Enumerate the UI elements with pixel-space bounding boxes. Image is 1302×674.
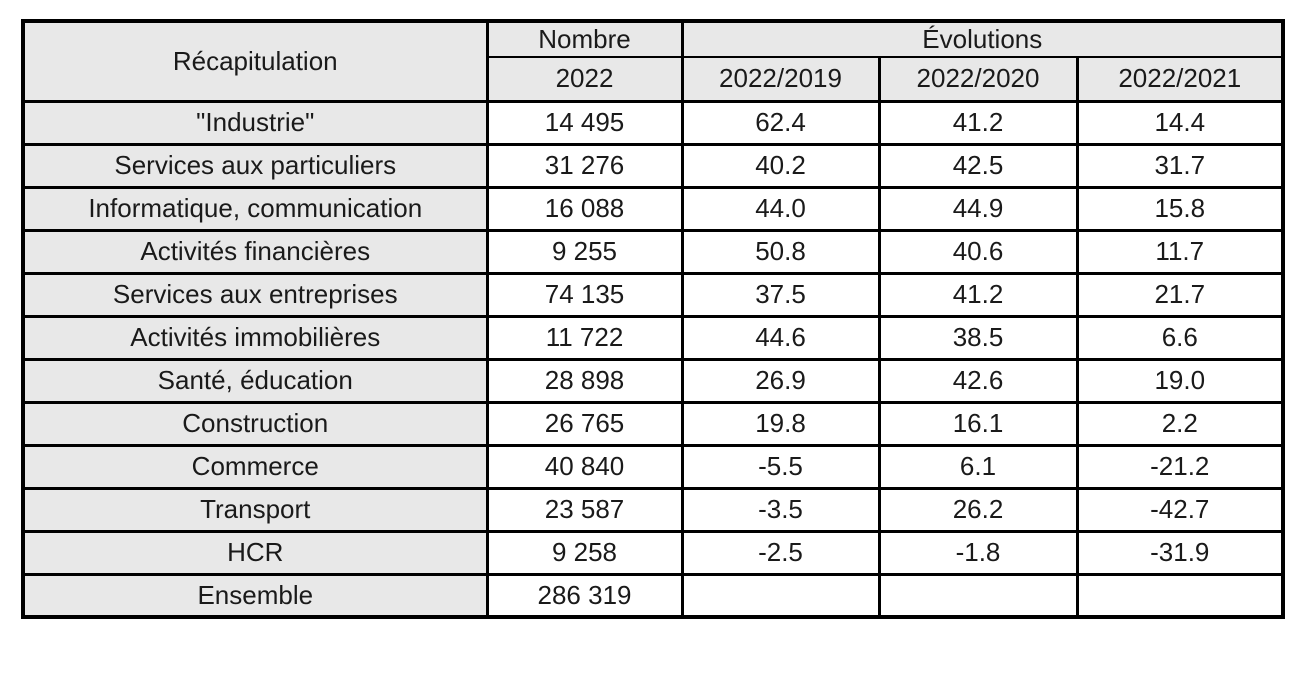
nombre-value: 31 276 <box>485 142 684 189</box>
nombre-value: 9 255 <box>485 228 684 275</box>
row-label: Construction <box>21 400 489 447</box>
evolution-value: 40.6 <box>877 228 1079 275</box>
header-evolution-2022-2019: 2022/2019 <box>680 56 881 103</box>
evolution-value: 31.7 <box>1075 142 1285 189</box>
nombre-value: 14 495 <box>485 99 684 146</box>
evolution-value: 19.0 <box>1075 357 1285 404</box>
evolution-value: 44.0 <box>680 185 881 232</box>
evolution-value: -2.5 <box>680 529 881 576</box>
header-nombre-year: 2022 <box>485 56 684 103</box>
evolution-value: -31.9 <box>1075 529 1285 576</box>
row-label: Activités financières <box>21 228 489 275</box>
table-body: "Industrie" 14 495 62.4 41.2 14.4 Services au… <box>21 99 1285 619</box>
header-evolution-2022-2020: 2022/2020 <box>877 56 1079 103</box>
row-label: Ensemble <box>21 572 489 619</box>
row-label: HCR <box>21 529 489 576</box>
evolution-value: 41.2 <box>877 271 1079 318</box>
evolution-value: -21.2 <box>1075 443 1285 490</box>
nombre-value: 23 587 <box>485 486 684 533</box>
evolution-value: 26.2 <box>877 486 1079 533</box>
table-row: Commerce 40 840 -5.5 6.1 -21.2 <box>21 443 1285 490</box>
row-label: Santé, éducation <box>21 357 489 404</box>
evolution-value: 38.5 <box>877 314 1079 361</box>
evolution-value: 41.2 <box>877 99 1079 146</box>
table-row: Services aux particuliers 31 276 40.2 42.5 3… <box>21 142 1285 189</box>
evolution-value: -5.5 <box>680 443 881 490</box>
evolution-value: 44.9 <box>877 185 1079 232</box>
nombre-value: 286 319 <box>485 572 684 619</box>
nombre-value: 28 898 <box>485 357 684 404</box>
header-evolution-2022-2021: 2022/2021 <box>1075 56 1285 103</box>
header-evolutions: Évolutions <box>680 19 1285 58</box>
evolution-value <box>680 572 881 619</box>
table-row: Services aux entreprises 74 135 37.5 41.2 21… <box>21 271 1285 318</box>
evolution-value: 2.2 <box>1075 400 1285 447</box>
row-label: Informatique, communication <box>21 185 489 232</box>
header-nombre: Nombre <box>485 19 684 58</box>
evolution-value: 26.9 <box>680 357 881 404</box>
evolution-value: 40.2 <box>680 142 881 189</box>
recap-table: Récapitulation Nombre Évolutions 2022 20… <box>21 19 1286 619</box>
table-row: Informatique, communication 16 088 44.0 44.… <box>21 185 1285 232</box>
recap-table-container: Récapitulation Nombre Évolutions 2022 20… <box>21 19 1286 619</box>
nombre-value: 16 088 <box>485 185 684 232</box>
evolution-value: 6.1 <box>877 443 1079 490</box>
evolution-value: 62.4 <box>680 99 881 146</box>
table-row: Ensemble 286 319 <box>21 572 1285 619</box>
evolution-value: 15.8 <box>1075 185 1285 232</box>
evolution-value: 14.4 <box>1075 99 1285 146</box>
row-label: Services aux entreprises <box>21 271 489 318</box>
nombre-value: 74 135 <box>485 271 684 318</box>
nombre-value: 26 765 <box>485 400 684 447</box>
evolution-value: -3.5 <box>680 486 881 533</box>
nombre-value: 9 258 <box>485 529 684 576</box>
table-row: Transport 23 587 -3.5 26.2 -42.7 <box>21 486 1285 533</box>
evolution-value <box>1075 572 1285 619</box>
row-label: "Industrie" <box>21 99 489 146</box>
row-label: Commerce <box>21 443 489 490</box>
evolution-value: -1.8 <box>877 529 1079 576</box>
row-label: Activités immobilières <box>21 314 489 361</box>
table-row: Construction 26 765 19.8 16.1 2.2 <box>21 400 1285 447</box>
evolution-value: 11.7 <box>1075 228 1285 275</box>
table-row: Activités immobilières 11 722 44.6 38.5 6.6 <box>21 314 1285 361</box>
header-row-sub: 2022 2022/2019 2022/2020 2022/2021 <box>23 56 1285 103</box>
nombre-value: 11 722 <box>485 314 684 361</box>
evolution-value: 42.6 <box>877 357 1079 404</box>
header-row-top: Récapitulation Nombre Évolutions <box>21 19 1285 102</box>
table-row: Activités financières 9 255 50.8 40.6 11.7 <box>21 228 1285 275</box>
table-row: HCR 9 258 -2.5 -1.8 -31.9 <box>21 529 1285 576</box>
evolution-value <box>877 572 1079 619</box>
evolution-value: 19.8 <box>680 400 881 447</box>
evolution-value: 16.1 <box>877 400 1079 447</box>
row-label: Services aux particuliers <box>21 142 489 189</box>
table-row: Santé, éducation 28 898 26.9 42.6 19.0 <box>21 357 1285 404</box>
evolution-value: 50.8 <box>680 228 881 275</box>
evolution-value: 37.5 <box>680 271 881 318</box>
table-row: "Industrie" 14 495 62.4 41.2 14.4 <box>21 99 1285 146</box>
nombre-value: 40 840 <box>485 443 684 490</box>
header-recapitulation: Récapitulation <box>21 19 489 102</box>
evolution-value: 6.6 <box>1075 314 1285 361</box>
evolution-value: 44.6 <box>680 314 881 361</box>
evolution-value: 42.5 <box>877 142 1079 189</box>
row-label: Transport <box>21 486 489 533</box>
evolution-value: -42.7 <box>1075 486 1285 533</box>
evolution-value: 21.7 <box>1075 271 1285 318</box>
